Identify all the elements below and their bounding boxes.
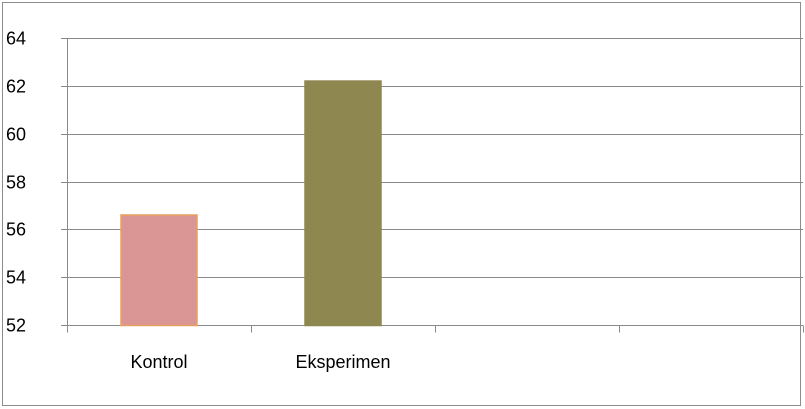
x-tick-labels: Kontrol Eksperimen	[130, 352, 390, 372]
x-tick-label-eksperimen: Eksperimen	[295, 352, 390, 372]
y-tick-label-62: 62	[6, 77, 26, 97]
y-tick-label-56: 56	[6, 220, 26, 240]
y-tick-label-64: 64	[6, 29, 26, 49]
bar-kontrol	[120, 214, 198, 327]
bar-eksperimen	[304, 80, 382, 327]
y-tick-label-60: 60	[6, 125, 26, 145]
y-tick-label-58: 58	[6, 173, 26, 193]
y-tick-labels: 52 54 56 58 60 62 64	[6, 29, 26, 336]
x-tick-label-kontrol: Kontrol	[130, 352, 187, 372]
y-tick-label-52: 52	[6, 316, 26, 336]
bars	[120, 80, 382, 327]
y-tick-label-54: 54	[6, 268, 26, 288]
